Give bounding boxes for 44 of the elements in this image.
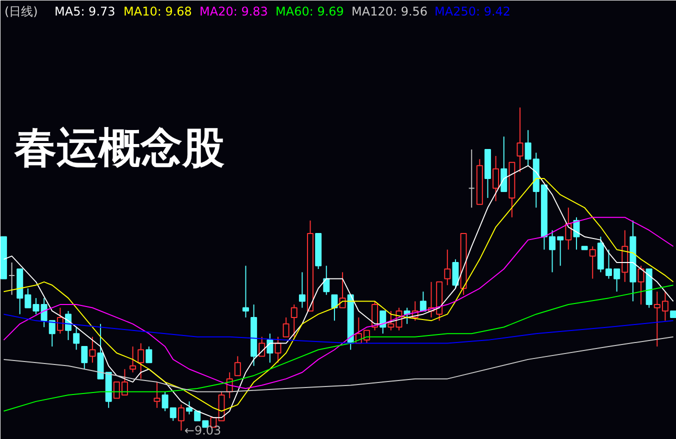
- chart-subtitle: (日线): [4, 4, 38, 18]
- chart-title: 春运概念股: [14, 123, 224, 172]
- annotation: ←9.03: [184, 424, 222, 438]
- candlestick: [339, 272, 346, 308]
- candlestick: [178, 404, 184, 431]
- text: MA20: 9.83: [200, 4, 268, 18]
- text: MA120: 9.56: [352, 4, 428, 18]
- candlestick: [380, 310, 386, 334]
- candlestick: [524, 130, 532, 166]
- text: MA5: 9.73: [54, 4, 116, 18]
- candlestick: [388, 310, 394, 331]
- candlestick: [40, 298, 48, 328]
- candlestick: [589, 246, 596, 280]
- candlestick: [282, 316, 290, 338]
- candlestick: [146, 346, 152, 364]
- candlestick: [32, 298, 40, 315]
- candlestick: [323, 265, 330, 296]
- candlestick: [516, 107, 524, 173]
- text: MA60: 9.69: [276, 4, 344, 18]
- text: MA250: 9.42: [434, 4, 511, 18]
- candlestick: [73, 326, 80, 350]
- candlestick: [138, 342, 144, 380]
- candlestick: [372, 300, 378, 331]
- candlestick: [266, 333, 274, 364]
- candlestick: [298, 272, 306, 308]
- candlestick: [492, 155, 500, 202]
- candlestick: [8, 262, 16, 296]
- text: MA10: 9.68: [124, 4, 192, 18]
- candlestick: [56, 307, 64, 334]
- candlestick: [290, 304, 298, 338]
- candlestick: [242, 265, 249, 318]
- candlestick: [130, 346, 136, 373]
- candlestick: [89, 336, 96, 364]
- candlestick: [452, 258, 459, 289]
- candlestick: [500, 136, 508, 192]
- candlestick: [154, 382, 160, 408]
- candlestick: [48, 320, 56, 348]
- candlestick: [331, 294, 338, 322]
- candlestick: [444, 249, 451, 286]
- candlestick: [81, 346, 88, 370]
- candlestick: [468, 148, 475, 208]
- candlestick: [234, 356, 241, 376]
- candlestick: [258, 336, 266, 357]
- candlestick: [420, 291, 426, 312]
